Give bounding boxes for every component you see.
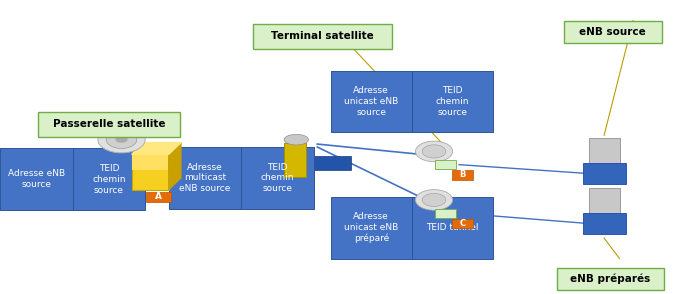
Ellipse shape: [416, 190, 452, 210]
Text: eNB source: eNB source: [579, 26, 646, 37]
FancyBboxPatch shape: [589, 138, 620, 165]
Ellipse shape: [416, 141, 452, 162]
Ellipse shape: [107, 131, 136, 148]
FancyBboxPatch shape: [73, 148, 145, 210]
FancyBboxPatch shape: [284, 143, 306, 177]
FancyBboxPatch shape: [452, 170, 473, 180]
FancyBboxPatch shape: [132, 154, 169, 190]
FancyBboxPatch shape: [412, 71, 493, 132]
FancyBboxPatch shape: [564, 21, 662, 43]
FancyBboxPatch shape: [452, 219, 473, 228]
FancyBboxPatch shape: [132, 154, 169, 170]
Ellipse shape: [423, 193, 446, 206]
Text: A: A: [155, 193, 162, 201]
Text: Adresse eNB
source: Adresse eNB source: [7, 169, 65, 189]
FancyBboxPatch shape: [412, 197, 493, 259]
Text: C: C: [459, 219, 466, 228]
Text: Terminal satellite: Terminal satellite: [271, 31, 374, 41]
Text: Passerelle satellite: Passerelle satellite: [53, 119, 165, 129]
FancyBboxPatch shape: [38, 112, 180, 137]
Ellipse shape: [423, 145, 446, 158]
FancyBboxPatch shape: [242, 147, 314, 209]
Circle shape: [284, 134, 308, 145]
Circle shape: [116, 137, 127, 142]
FancyBboxPatch shape: [146, 192, 171, 202]
Text: TEID
chemin
source: TEID chemin source: [261, 163, 294, 193]
FancyBboxPatch shape: [169, 147, 242, 209]
Polygon shape: [132, 143, 181, 154]
Text: Adresse
unicast eNB
source: Adresse unicast eNB source: [344, 86, 398, 117]
FancyBboxPatch shape: [435, 209, 456, 218]
Text: B: B: [459, 171, 466, 179]
Text: TEID
chemin
source: TEID chemin source: [92, 164, 126, 195]
FancyBboxPatch shape: [583, 213, 626, 234]
FancyBboxPatch shape: [331, 71, 412, 132]
Text: TEID tunnel: TEID tunnel: [426, 223, 479, 232]
Ellipse shape: [98, 126, 145, 153]
Text: eNB préparés: eNB préparés: [570, 273, 650, 284]
FancyBboxPatch shape: [304, 156, 351, 170]
FancyBboxPatch shape: [557, 268, 664, 290]
Text: Adresse
multicast
eNB source: Adresse multicast eNB source: [180, 163, 231, 193]
FancyBboxPatch shape: [237, 156, 284, 170]
FancyBboxPatch shape: [589, 188, 620, 215]
Polygon shape: [169, 143, 181, 190]
Text: Adresse
unicast eNB
préparé: Adresse unicast eNB préparé: [344, 212, 398, 243]
Text: TEID
chemin
source: TEID chemin source: [435, 86, 469, 117]
FancyBboxPatch shape: [253, 24, 392, 49]
FancyBboxPatch shape: [331, 197, 412, 259]
FancyBboxPatch shape: [583, 163, 626, 184]
FancyBboxPatch shape: [435, 160, 456, 169]
FancyBboxPatch shape: [0, 148, 73, 210]
